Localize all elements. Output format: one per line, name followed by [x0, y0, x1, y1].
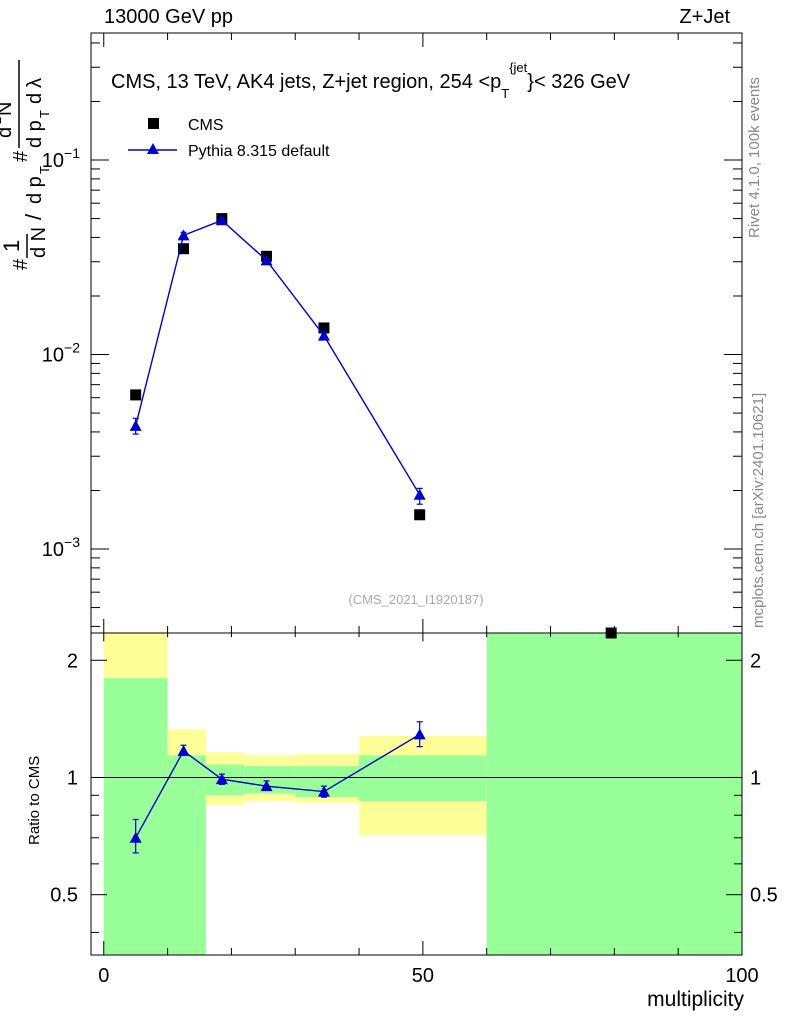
- legend-cms-label: CMS: [188, 117, 224, 134]
- ratio-y-axis-label: Ratio to CMS: [26, 756, 43, 845]
- cms-data-point: [318, 322, 330, 334]
- analysis-annotation: (CMS_2021_I1920187): [348, 592, 483, 607]
- legend-cms-marker: [148, 118, 159, 129]
- ratio-y-tick-label-left: 2: [67, 650, 78, 672]
- ratio-frame: [90, 632, 743, 956]
- ratio-y-tick-label-right: 0.5: [750, 885, 778, 907]
- pythia-data-point: [177, 229, 190, 241]
- y-tick-label: 10−1: [42, 145, 80, 172]
- svg-text:#: #: [10, 258, 32, 270]
- svg-text:2: 2: [0, 117, 4, 124]
- ratio-band-green: [359, 755, 487, 802]
- svg-text:d: d: [24, 93, 46, 104]
- plot-frames: 0 50 100 10−1 10−2 10−3 2 2 1 1 0.5 0.5: [42, 32, 778, 987]
- pythia-line: [134, 219, 421, 496]
- y-tick-label: 10−3: [42, 534, 80, 561]
- ratio-bands: [103, 633, 742, 955]
- cms-data-point: [130, 389, 142, 401]
- process-label: Z+Jet: [679, 6, 730, 28]
- svg-text:d: d: [0, 127, 16, 138]
- mcplots-reference-label: mcplots.cern.ch [arXiv:2401.10621]: [750, 392, 767, 628]
- y-tick-label: 10−2: [42, 340, 80, 367]
- ratio-y-tick-label-left: 0.5: [50, 885, 78, 907]
- svg-text:N: N: [0, 102, 16, 116]
- x-tick-label: 0: [98, 965, 109, 987]
- ratio-y-tick-label-right: 1: [750, 767, 761, 789]
- svg-text:λ: λ: [24, 78, 46, 88]
- ratio-band-green: [167, 755, 206, 955]
- x-tick-label: 50: [412, 965, 434, 987]
- ratio-data-point: [260, 780, 273, 792]
- ratio-band-green: [486, 633, 742, 955]
- pythia-data-point: [413, 488, 426, 500]
- ratio-data-point: [177, 744, 190, 756]
- svg-text:/: /: [21, 213, 46, 220]
- x-axis-label: multiplicity: [647, 988, 744, 1011]
- ratio-pythia-line: [135, 733, 421, 839]
- ratio-data-point: [413, 728, 426, 740]
- svg-text:d p: d p: [24, 176, 46, 204]
- cms-data-point: [178, 243, 190, 255]
- svg-text:d N: d N: [28, 227, 50, 258]
- ratio-y-tick-label-left: 1: [67, 767, 78, 789]
- legend-pythia-marker: [147, 143, 159, 154]
- pythia-data-point: [215, 214, 228, 226]
- ratio-data-point: [129, 831, 142, 843]
- svg-text:T: T: [37, 166, 52, 174]
- ratio-band-green: [103, 678, 168, 955]
- ratio-data-point: [317, 785, 330, 797]
- plot-title: CMS, 13 TeV, AK4 jets, Z+jet region, 254…: [111, 60, 631, 101]
- svg-text:1: 1: [0, 240, 24, 252]
- svg-text:d p: d p: [24, 120, 46, 148]
- ratio-data-point: [215, 773, 228, 785]
- main-panel: [129, 213, 617, 639]
- legend-pythia-label: Pythia 8.315 default: [188, 143, 330, 160]
- cms-data-point: [414, 509, 426, 521]
- pythia-data-point: [260, 254, 273, 266]
- pythia-data-point: [317, 329, 330, 341]
- ratio-panel: [91, 721, 742, 854]
- energy-label: 13000 GeV pp: [104, 6, 233, 28]
- ratio-y-tick-label-right: 2: [750, 650, 761, 672]
- x-tick-label: 100: [725, 965, 758, 987]
- rivet-version-label: Rivet 4.1.0, 100k events: [746, 77, 763, 238]
- svg-text:#: #: [10, 150, 32, 162]
- main-y-axis-label: # 1 d N / d p T # d 2 N d p T d λ: [0, 60, 52, 270]
- svg-text:T: T: [37, 110, 52, 118]
- pythia-data-point: [129, 419, 142, 431]
